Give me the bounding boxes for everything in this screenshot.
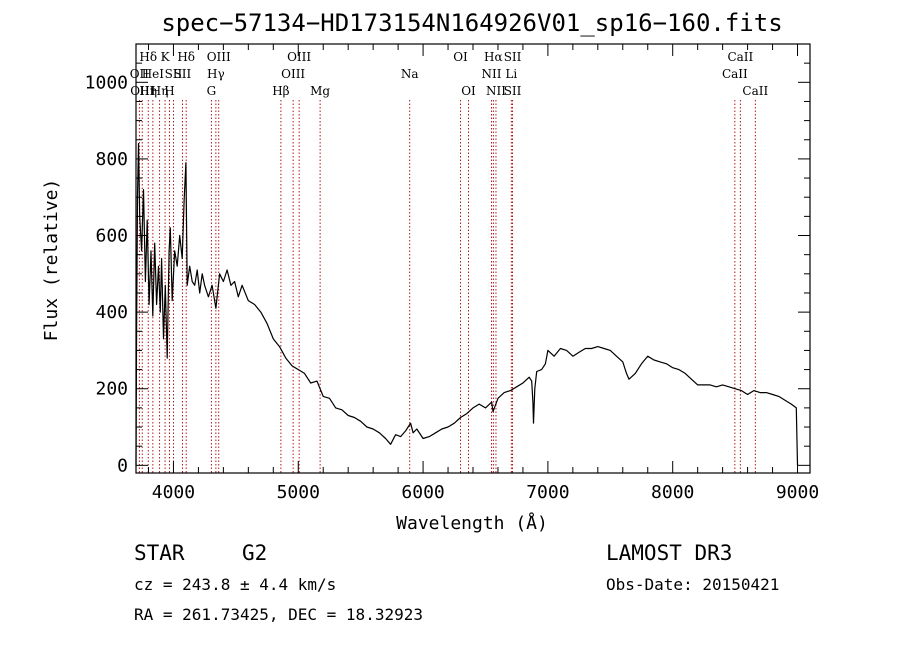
y-tick-label: 800	[95, 149, 128, 170]
spectral-line-label: OI	[453, 50, 468, 64]
spectral-line-label: G	[207, 84, 217, 98]
y-tick-label: 400	[95, 302, 128, 323]
object-class: STAR	[134, 541, 185, 565]
observation-date: Obs-Date: 20150421	[606, 575, 779, 594]
x-tick-label: 7000	[526, 482, 569, 503]
spectral-line-label: NII	[481, 67, 501, 81]
spectral-line-label: Hβ	[272, 84, 289, 98]
spectral-line-label: CaII	[727, 50, 753, 64]
spectral-line-label: SII	[504, 84, 522, 98]
spectral-line-label: Na	[401, 67, 419, 81]
spectral-line-label: CaII	[742, 84, 768, 98]
spectral-line-label: Hη	[139, 84, 157, 98]
y-tick-label: 1000	[85, 72, 128, 93]
spectral-line-label: OIII	[281, 67, 305, 81]
spectral-line-markers: OIIOIIIHδHηHeIHηKHSIISIIHδGHγOIIIHβOIIIO…	[130, 50, 768, 473]
spectral-line-label: Li	[505, 67, 517, 81]
x-tick-label: 5000	[277, 482, 320, 503]
spectral-line-label: OII	[130, 67, 150, 81]
spectral-line-label: SII	[165, 67, 183, 81]
y-tick-label: 600	[95, 226, 128, 247]
spectral-line-label: Hη	[151, 84, 169, 98]
spectral-line-label: OIII	[207, 50, 231, 64]
survey-name: LAMOST DR3	[606, 541, 732, 565]
spectral-line-label: HeI	[142, 67, 165, 81]
spectral-line-label: H	[164, 84, 174, 98]
redshift-velocity: cz = 243.8 ± 4.4 km/s	[134, 575, 336, 594]
spectral-line-label: OIII	[287, 50, 311, 64]
x-tick-label: 9000	[776, 482, 819, 503]
x-tick-label: 4000	[152, 482, 195, 503]
spectral-line-label: Hγ	[207, 67, 225, 81]
flux-series-line	[135, 143, 799, 466]
spectral-line-label: OI	[461, 84, 476, 98]
y-tick-label: 0	[117, 455, 128, 476]
spectral-line-label: K	[161, 50, 171, 64]
chart-title: spec−57134−HD173154N164926V01_sp16−160.f…	[161, 9, 782, 37]
plot-area: OIIOIIIHδHηHeIHηKHSIISIIHδGHγOIIIHβOIIIO…	[85, 43, 819, 503]
axis-ticks: 4000 5000 6000 7000 8000 9000 0 200 400 600 800 100…	[85, 43, 819, 503]
spectral-line-label: Hα	[484, 50, 503, 64]
x-tick-label: 6000	[401, 482, 444, 503]
spectral-line-label: Mg	[310, 84, 330, 98]
coordinates: RA = 261.73425, DEC = 18.32923	[134, 605, 423, 624]
spectral-line-label: Hδ	[177, 50, 195, 64]
spectral-line-label: SII	[174, 67, 192, 81]
x-tick-label: 8000	[651, 482, 694, 503]
y-tick-label: 200	[95, 379, 128, 400]
spectral-line-label: CaII	[722, 67, 748, 81]
spectral-line-label: Hδ	[139, 50, 157, 64]
spectral-line-label: SII	[504, 50, 522, 64]
spectral-line-label: NII	[486, 84, 506, 98]
object-subclass: G2	[242, 541, 267, 565]
y-axis-label: Flux (relative)	[41, 179, 62, 342]
x-axis-label: Wavelength (Å)	[396, 512, 548, 534]
